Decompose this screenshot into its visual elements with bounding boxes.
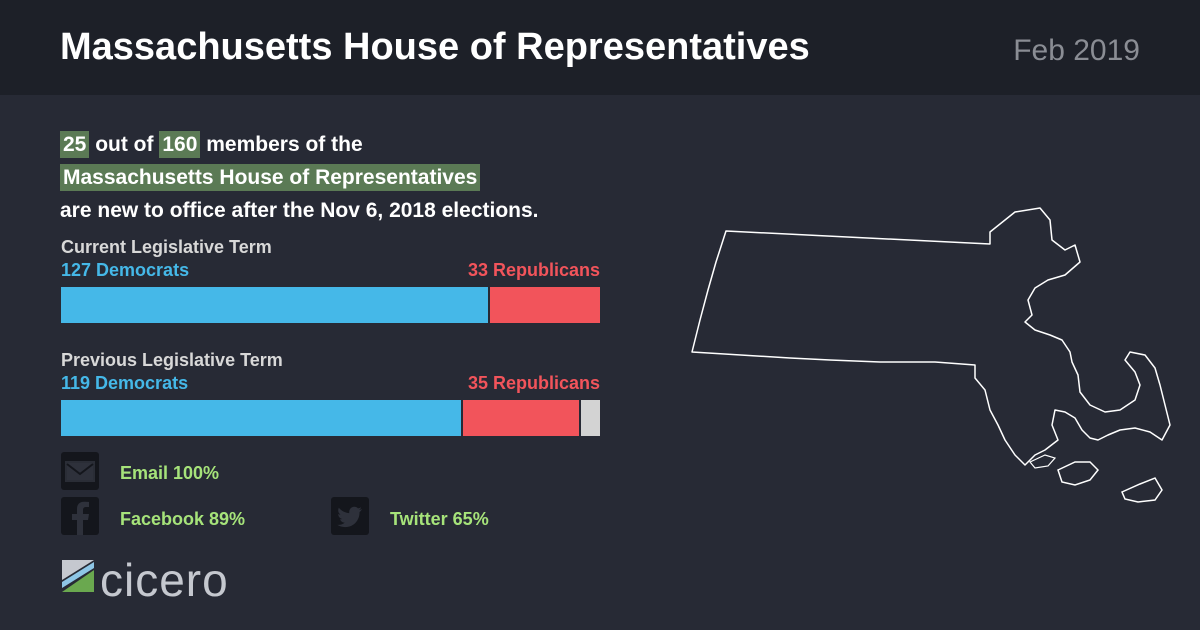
bar-republicans xyxy=(461,400,580,436)
cicero-logo-icon xyxy=(62,560,94,597)
date-label: Feb 2019 xyxy=(1013,34,1140,67)
summary-text-1: out of xyxy=(95,133,154,156)
email-stat: Email 100% xyxy=(120,463,220,483)
body-name: Massachusetts House of Representatives xyxy=(60,164,481,191)
page-title: Massachusetts House of Representatives xyxy=(60,26,810,68)
previous-dem-label: 119 Democrats xyxy=(61,373,189,393)
bar-separator xyxy=(487,287,490,323)
bar-democrats xyxy=(61,400,462,436)
bar-separator xyxy=(578,400,581,436)
previous-term-bar xyxy=(61,400,600,436)
summary-text-3: are new to office after the Nov 6, 2018 … xyxy=(60,199,539,222)
current-term-bar xyxy=(61,287,600,323)
twitter-stat: Twitter 65% xyxy=(390,509,489,529)
bar-democrats xyxy=(61,287,489,323)
twitter-icon xyxy=(331,497,369,535)
envelope-icon xyxy=(61,452,99,490)
bar-other xyxy=(579,400,600,436)
current-dem-label: 127 Democrats xyxy=(61,260,190,280)
facebook-stat: Facebook 89% xyxy=(120,509,246,529)
current-term-label: Current Legislative Term xyxy=(61,237,272,257)
total-count: 160 xyxy=(159,131,201,158)
previous-rep-label: 35 Republicans xyxy=(467,373,600,393)
massachusetts-map-outline xyxy=(691,207,1171,503)
bar-republicans xyxy=(488,287,600,323)
previous-term-label: Previous Legislative Term xyxy=(61,350,283,370)
brand-name: cicero xyxy=(100,554,229,606)
header-bar xyxy=(0,0,1200,95)
current-rep-label: 33 Republicans xyxy=(467,260,600,280)
bar-separator xyxy=(460,400,463,436)
summary-text-2: members of the xyxy=(206,133,363,156)
summary-text: 25 out of 160 members of the Massachuset… xyxy=(60,128,680,227)
new-count: 25 xyxy=(60,131,90,158)
facebook-icon xyxy=(61,497,99,535)
